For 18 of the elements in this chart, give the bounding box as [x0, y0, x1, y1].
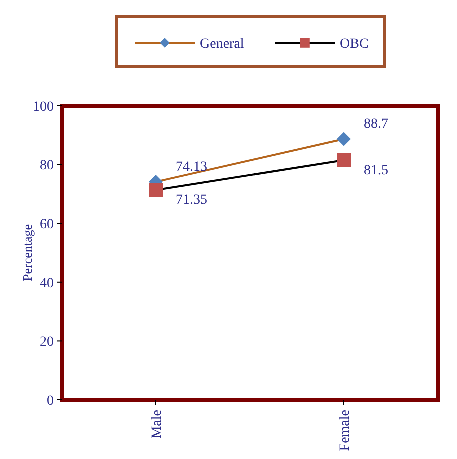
data-label: 81.5: [364, 163, 388, 178]
y-tick-label: 20: [40, 335, 54, 350]
data-label: 74.13: [176, 160, 208, 176]
x-tick-label: Female: [338, 410, 353, 452]
y-axis-title: Percentage: [20, 224, 35, 282]
legend-label: OBC: [340, 37, 369, 52]
y-tick-label: 40: [40, 276, 54, 292]
point: [149, 183, 163, 198]
y-tick-label: 0: [47, 394, 54, 409]
legend-label: General: [200, 37, 244, 52]
x-tick-label: Male: [150, 410, 165, 439]
y-tick-label: 100: [33, 100, 54, 115]
point: [337, 153, 351, 168]
data-label: 71.35: [176, 193, 208, 208]
y-tick-label: 80: [40, 158, 54, 174]
y-tick-label: 60: [40, 218, 54, 232]
data-label: 88.7: [364, 117, 388, 132]
point: [337, 132, 351, 146]
